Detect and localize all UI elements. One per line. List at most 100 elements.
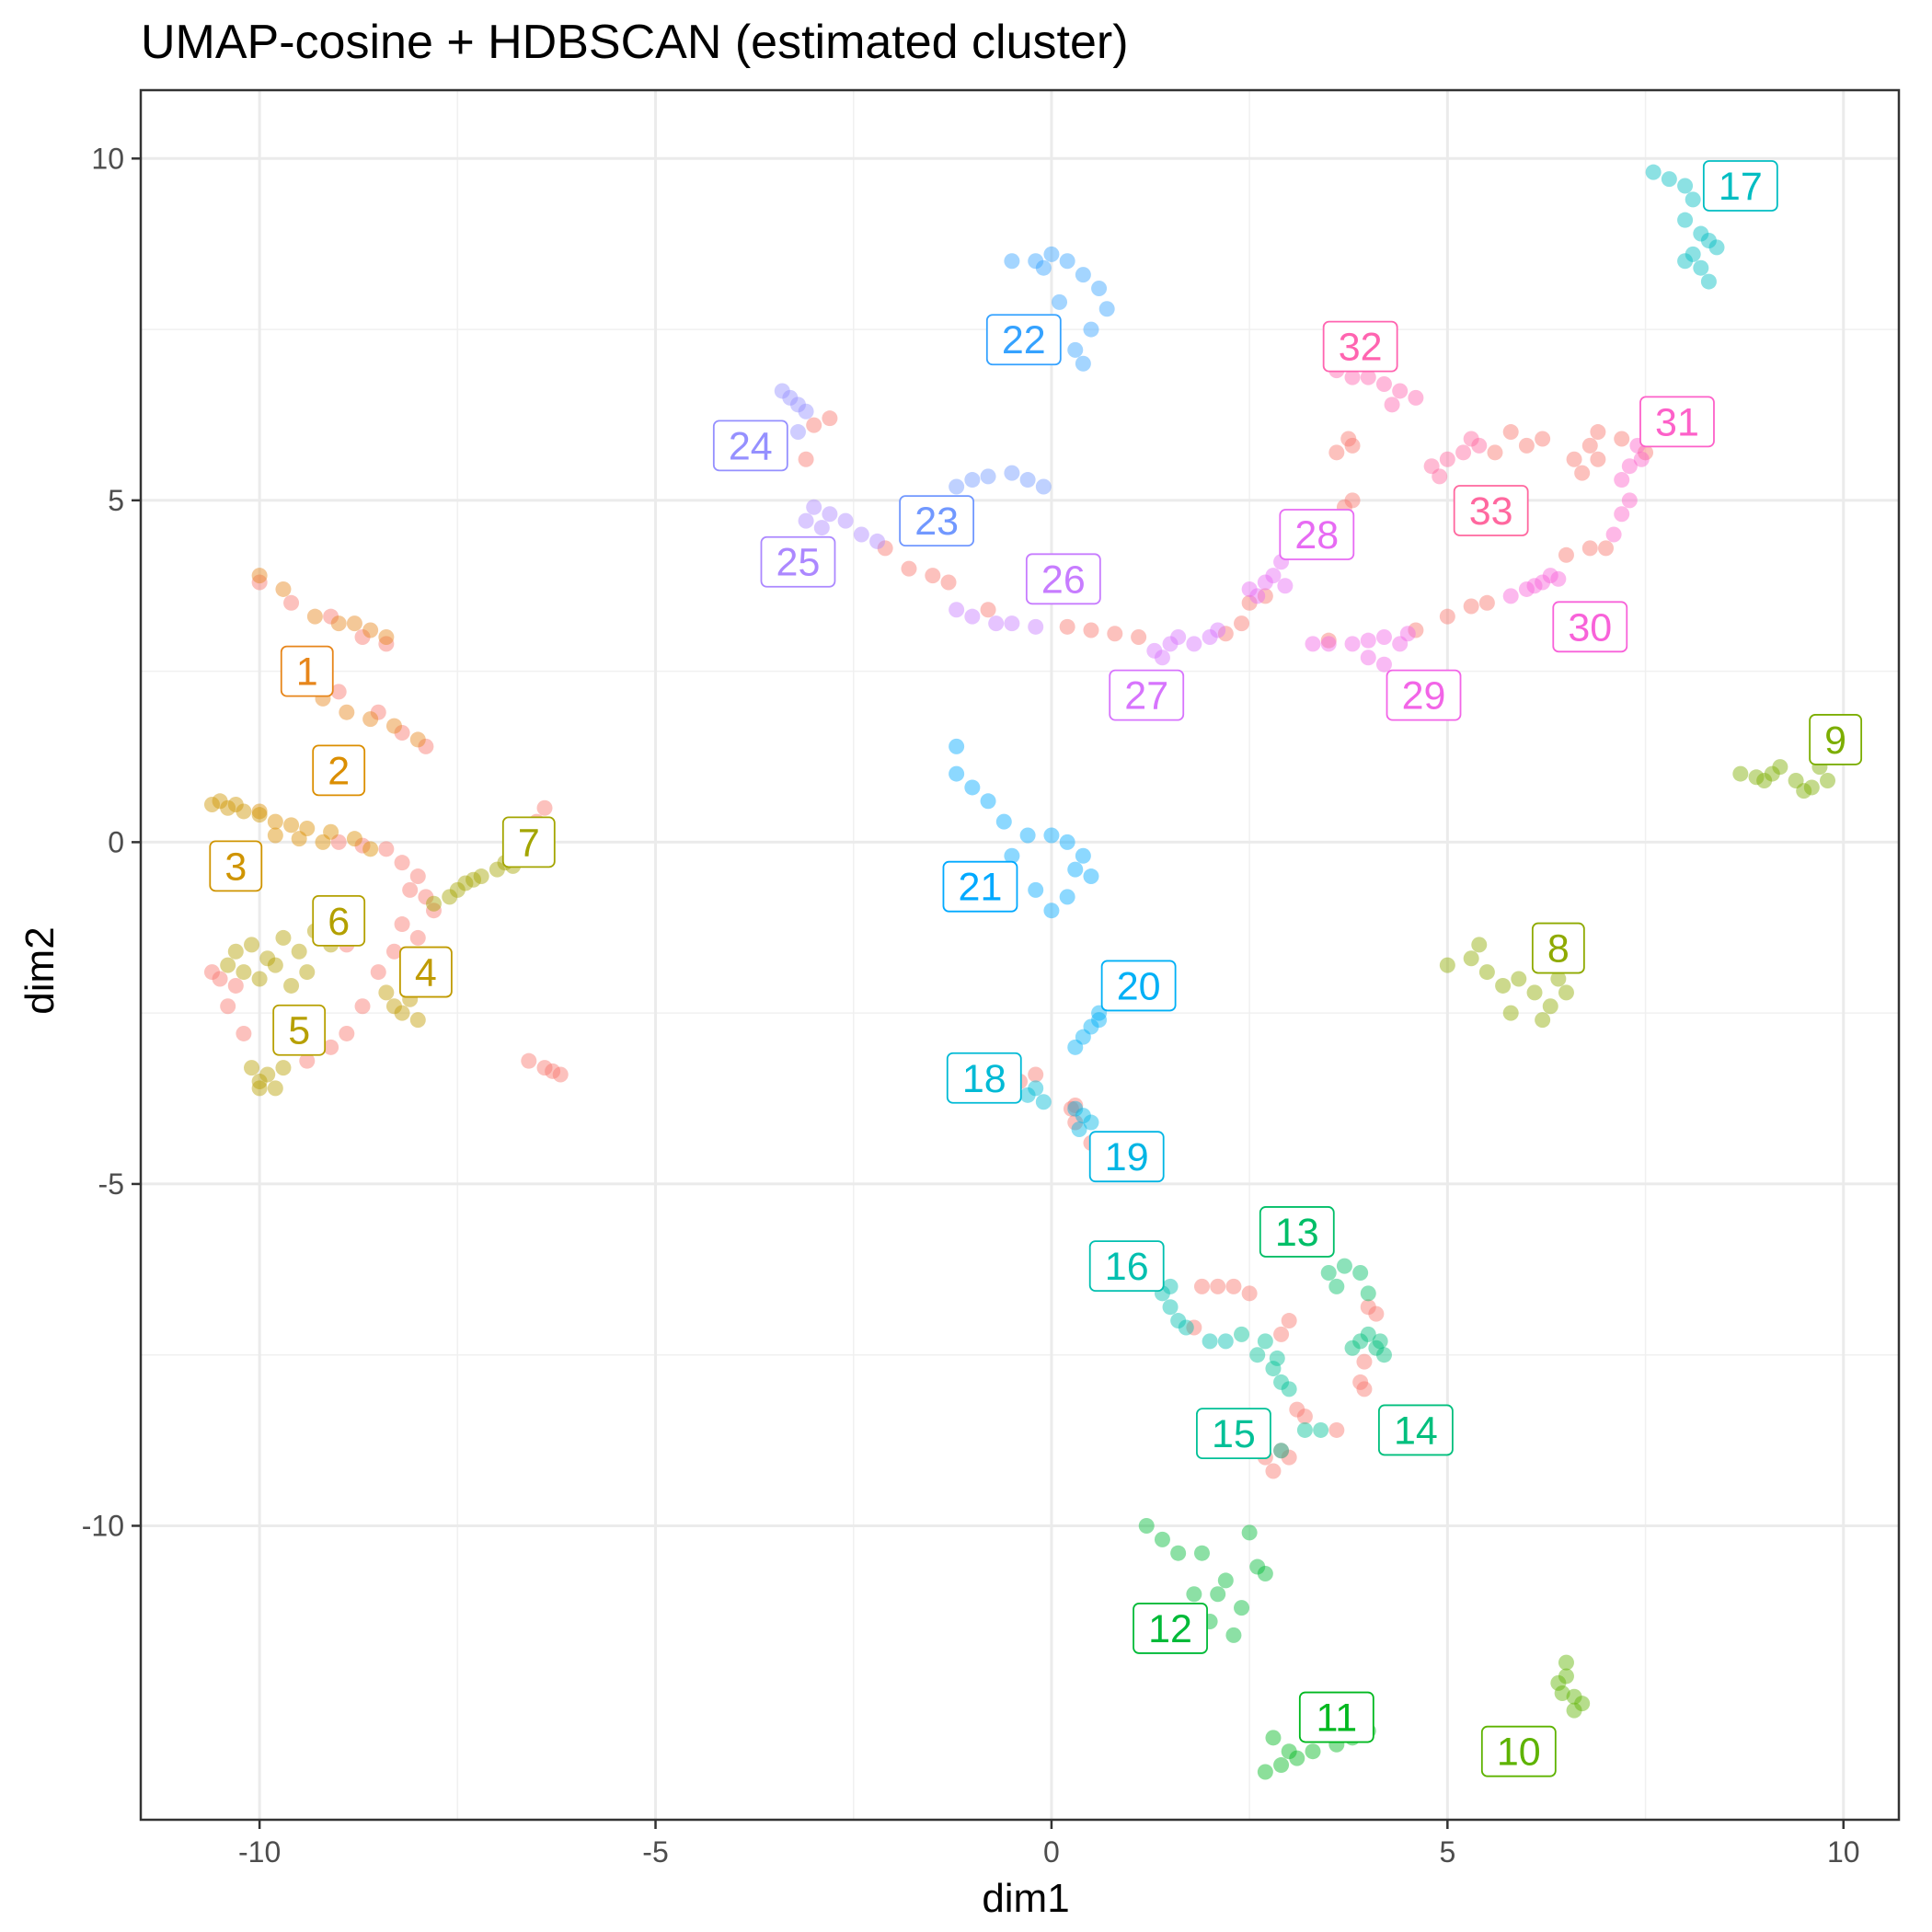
cluster-9-point xyxy=(1796,783,1812,799)
x-tick-label: 0 xyxy=(1043,1835,1060,1869)
cluster-31-point xyxy=(1614,472,1630,489)
cluster-label-box xyxy=(1480,1725,1557,1777)
cluster-9-point xyxy=(1772,759,1788,776)
cluster-7-point xyxy=(449,881,466,898)
cluster-label-text: 25 xyxy=(776,541,821,585)
noise-point xyxy=(394,855,410,871)
cluster-label-box xyxy=(985,314,1062,366)
cluster-label-13: 13 xyxy=(1259,1206,1335,1258)
cluster-29-point xyxy=(1375,656,1392,673)
y-tick-label: -5 xyxy=(98,1167,124,1201)
noise-point xyxy=(1518,437,1535,454)
cluster-15-point xyxy=(1296,1421,1313,1438)
cluster-label-text: 26 xyxy=(1041,558,1086,602)
cluster-32-point xyxy=(1392,383,1409,399)
cluster-label-text: 1 xyxy=(296,650,318,695)
cluster-label-box xyxy=(1133,1603,1208,1654)
cluster-label-text: 30 xyxy=(1568,605,1612,650)
cluster-label-9: 9 xyxy=(1809,714,1863,765)
noise-point xyxy=(1344,437,1361,454)
cluster-29-point xyxy=(1360,650,1376,666)
cluster-8-point xyxy=(1558,984,1574,1001)
cluster-24-point xyxy=(789,424,806,441)
cluster-label-box xyxy=(1702,160,1778,212)
cluster-26-point xyxy=(949,602,965,618)
cluster-7-point xyxy=(442,889,458,905)
cluster-label-28: 28 xyxy=(1279,509,1355,560)
axes: -10 -5 0 5 10 10 5 0 -5 -10 xyxy=(82,142,1860,1869)
cluster-label-text: 28 xyxy=(1294,513,1339,558)
cluster-label-text: 29 xyxy=(1402,674,1446,719)
noise-point xyxy=(1360,1299,1376,1316)
cluster-label-box xyxy=(1531,922,1585,974)
cluster-32-point xyxy=(1375,376,1392,393)
cluster-17-point xyxy=(1685,246,1701,262)
cluster-16-point xyxy=(1170,1313,1187,1329)
noise-point xyxy=(409,929,426,946)
cluster-25-point xyxy=(806,499,822,515)
noise-point xyxy=(212,971,228,987)
cluster-29-point xyxy=(1399,626,1416,642)
cluster-9-point xyxy=(1820,773,1836,789)
cluster-label-box xyxy=(942,860,1018,913)
cluster-label-box xyxy=(1088,1240,1165,1293)
y-tick-label: -10 xyxy=(82,1509,124,1542)
cluster-10-point xyxy=(1554,1685,1570,1702)
noise-point xyxy=(1067,1114,1084,1131)
noise-point xyxy=(1614,431,1630,447)
cluster-19-point xyxy=(1067,1100,1084,1117)
cluster-label-box xyxy=(312,894,366,947)
noise-point xyxy=(339,1025,355,1041)
cluster-19-point xyxy=(1075,1108,1091,1124)
cluster-33-point xyxy=(1471,437,1488,454)
cluster-label-text: 7 xyxy=(518,821,540,865)
cluster-2-point xyxy=(323,823,339,840)
noise-point xyxy=(1598,540,1614,557)
cluster-label-1: 1 xyxy=(280,645,334,697)
noise-point xyxy=(1241,1285,1258,1302)
cluster-6-point xyxy=(291,943,307,960)
noise-point xyxy=(394,916,410,933)
cluster-16-point xyxy=(1162,1299,1179,1316)
cluster-21-point xyxy=(1075,847,1091,864)
cluster-22-point xyxy=(1059,253,1075,270)
cluster-14-point xyxy=(1360,1326,1376,1342)
cluster-3-point xyxy=(203,797,220,813)
cluster-label-4: 4 xyxy=(398,946,453,998)
cluster-32-point xyxy=(1408,389,1424,406)
cluster-label-text: 27 xyxy=(1124,674,1168,719)
noise-point xyxy=(299,1052,316,1069)
cluster-20-point xyxy=(1091,1012,1108,1029)
cluster-label-text: 10 xyxy=(1497,1731,1541,1775)
cluster-label-box xyxy=(899,495,975,547)
cluster-22-point xyxy=(1067,341,1084,358)
cluster-label-box xyxy=(1100,960,1177,1012)
cluster-28-point xyxy=(1241,581,1258,597)
cluster-label-text: 3 xyxy=(224,845,247,889)
cluster-13-point xyxy=(1328,1278,1345,1294)
cluster-label-text: 6 xyxy=(328,900,350,944)
cluster-label-19: 19 xyxy=(1088,1131,1165,1183)
cluster-label-box xyxy=(280,645,334,697)
cluster-6-point xyxy=(251,971,268,987)
cluster-17-point xyxy=(1693,225,1709,242)
cluster-22-point xyxy=(1052,293,1068,310)
cluster-22-point xyxy=(1004,253,1020,270)
cluster-1-point xyxy=(275,581,292,597)
cluster-12-point xyxy=(1249,1558,1266,1575)
cluster-23-point xyxy=(949,478,965,495)
cluster-12-point xyxy=(1138,1517,1155,1534)
noise-point xyxy=(378,636,395,652)
cluster-23-point xyxy=(964,472,981,489)
cluster-28-point xyxy=(1277,578,1294,594)
cluster-11-point xyxy=(1273,1757,1290,1774)
noise-point xyxy=(1439,608,1455,625)
x-tick-label: 5 xyxy=(1439,1835,1455,1869)
cluster-label-box xyxy=(946,1052,1022,1104)
cluster-30-point xyxy=(1526,578,1543,594)
cluster-21-point xyxy=(995,813,1012,830)
cluster-label-10: 10 xyxy=(1480,1725,1557,1777)
noise-point xyxy=(925,568,941,584)
noise-point xyxy=(1273,1326,1290,1342)
